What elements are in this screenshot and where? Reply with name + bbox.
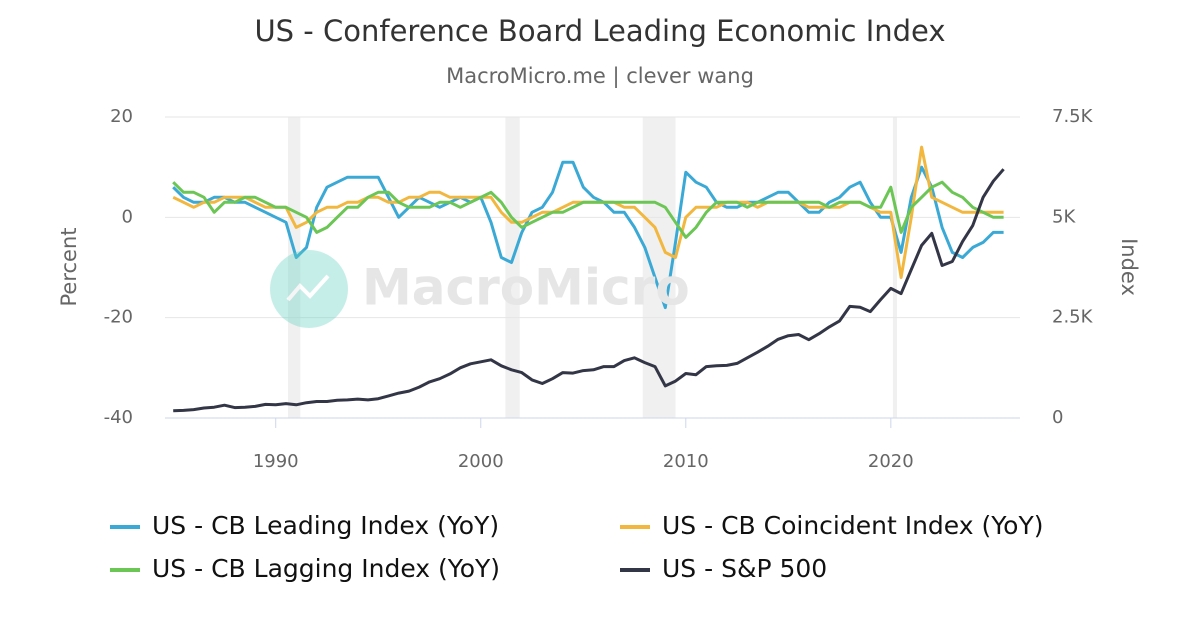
legend-label: US - S&P 500 <box>662 554 827 583</box>
watermark: MacroMicro <box>362 259 690 317</box>
y2-tick-label: 0 <box>1052 407 1063 428</box>
y-tick-label: -20 <box>104 307 133 328</box>
y-tick-label: -40 <box>104 407 133 428</box>
chart-subtitle: MacroMicro.me | clever wang <box>446 64 754 89</box>
watermark-logo <box>270 250 348 328</box>
y2-tick-label: 7.5K <box>1052 106 1094 127</box>
y-axis-title: Percent <box>57 227 81 306</box>
legend-label: US - CB Coincident Index (YoY) <box>662 511 1044 540</box>
x-tick-label: 2010 <box>663 451 709 472</box>
y2-axis-title: Index <box>1117 238 1141 296</box>
x-tick-label: 2020 <box>868 451 914 472</box>
y-tick-label: 20 <box>110 106 133 127</box>
chart-title: US - Conference Board Leading Economic I… <box>254 14 945 48</box>
legend-label: US - CB Lagging Index (YoY) <box>152 554 500 583</box>
y2-tick-label: 2.5K <box>1052 307 1094 328</box>
series-line <box>172 180 1004 239</box>
y-tick-label: 0 <box>122 206 133 227</box>
recession-band <box>505 117 520 418</box>
x-tick-label: 1990 <box>253 451 299 472</box>
y2-tick-label: 5K <box>1052 206 1076 227</box>
plot-area <box>165 116 1020 428</box>
recession-band <box>892 117 897 418</box>
recession-band <box>288 117 301 418</box>
x-tick-label: 2000 <box>458 451 504 472</box>
series-line <box>173 168 1005 413</box>
legend-label: US - CB Leading Index (YoY) <box>152 511 499 540</box>
